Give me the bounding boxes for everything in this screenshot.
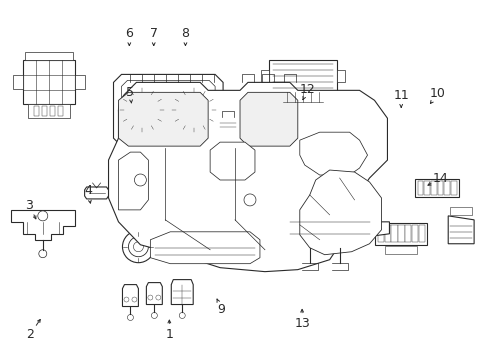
Bar — [378, 225, 384, 242]
Bar — [28, 104, 70, 118]
Text: 12: 12 — [299, 83, 316, 96]
Bar — [294, 224, 306, 232]
Bar — [42, 106, 47, 116]
Circle shape — [124, 297, 129, 302]
Text: 9: 9 — [218, 303, 225, 316]
Polygon shape — [147, 283, 162, 305]
Bar — [431, 181, 437, 195]
Bar — [34, 106, 39, 116]
Circle shape — [148, 295, 153, 300]
Bar — [334, 224, 345, 232]
Text: 11: 11 — [393, 89, 409, 102]
Bar — [314, 224, 326, 232]
Text: 8: 8 — [181, 27, 190, 40]
Bar — [375, 223, 427, 245]
Text: 4: 4 — [84, 184, 92, 197]
Polygon shape — [261, 71, 269, 82]
Circle shape — [176, 92, 212, 128]
Polygon shape — [300, 170, 382, 255]
Polygon shape — [119, 152, 148, 210]
Bar — [451, 181, 457, 195]
Circle shape — [124, 92, 160, 128]
Bar — [354, 224, 366, 232]
Text: 5: 5 — [126, 86, 134, 99]
Circle shape — [134, 174, 147, 186]
Polygon shape — [300, 132, 368, 175]
Circle shape — [133, 242, 144, 252]
Text: 7: 7 — [150, 27, 158, 40]
Bar — [160, 101, 176, 119]
Bar — [419, 225, 425, 242]
Circle shape — [179, 312, 185, 319]
Bar — [416, 179, 459, 197]
Polygon shape — [122, 285, 138, 306]
Bar — [424, 181, 430, 195]
Polygon shape — [108, 82, 388, 272]
Circle shape — [132, 297, 137, 302]
Circle shape — [127, 315, 133, 320]
Circle shape — [122, 231, 154, 263]
Bar — [405, 225, 412, 242]
Circle shape — [119, 86, 166, 134]
Text: 2: 2 — [26, 328, 34, 341]
Bar — [269, 60, 337, 92]
Bar — [50, 106, 55, 116]
Bar — [398, 225, 405, 242]
Polygon shape — [150, 232, 260, 264]
Polygon shape — [448, 216, 474, 244]
Bar — [444, 181, 450, 195]
Bar — [13, 75, 23, 89]
Circle shape — [151, 312, 157, 319]
Bar — [438, 181, 443, 195]
Polygon shape — [11, 210, 74, 240]
Bar — [418, 181, 423, 195]
Polygon shape — [210, 142, 255, 180]
Bar — [25, 53, 73, 60]
Bar — [58, 106, 63, 116]
Text: 3: 3 — [25, 199, 33, 212]
Polygon shape — [337, 71, 344, 82]
Circle shape — [156, 295, 161, 300]
Polygon shape — [122, 80, 215, 140]
Circle shape — [171, 86, 218, 134]
Bar — [392, 225, 398, 242]
Polygon shape — [240, 92, 298, 146]
Bar — [386, 246, 417, 254]
Circle shape — [39, 250, 47, 258]
Circle shape — [128, 237, 148, 257]
Text: 6: 6 — [125, 27, 133, 40]
Polygon shape — [119, 92, 208, 146]
Polygon shape — [85, 187, 108, 199]
Circle shape — [244, 194, 256, 206]
Text: 10: 10 — [430, 87, 446, 100]
Bar — [74, 75, 85, 89]
Polygon shape — [114, 75, 223, 146]
Bar — [385, 225, 391, 242]
Text: 14: 14 — [432, 172, 448, 185]
Polygon shape — [216, 117, 240, 133]
Bar — [23, 60, 74, 104]
Text: 1: 1 — [166, 328, 173, 341]
Polygon shape — [270, 210, 390, 252]
Text: 13: 13 — [294, 317, 310, 330]
Bar — [450, 207, 472, 215]
Circle shape — [38, 211, 48, 221]
Polygon shape — [172, 280, 193, 305]
Bar — [412, 225, 418, 242]
